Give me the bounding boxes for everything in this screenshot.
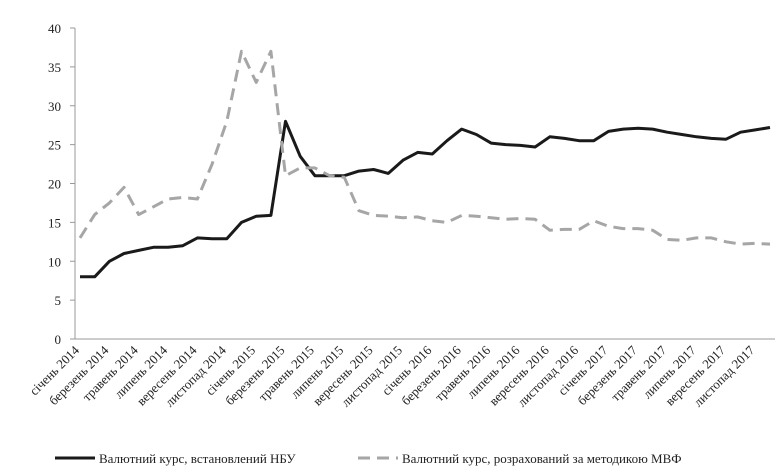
line <box>78 49 771 246</box>
y-tick-label: 5 <box>55 293 62 308</box>
y-tick-label: 40 <box>48 21 61 36</box>
legend-label: Валютний курс, розрахований за методикою… <box>402 451 682 466</box>
line <box>80 119 771 279</box>
legend-label: Валютний курс, встановлений НБУ <box>99 451 296 466</box>
y-tick-label: 0 <box>55 332 62 347</box>
y-tick-label: 30 <box>48 99 61 114</box>
y-tick-label: 35 <box>48 60 61 75</box>
y-tick-label: 25 <box>48 138 61 153</box>
y-tick-label: 20 <box>48 177 61 192</box>
y-tick-label: 10 <box>48 254 61 269</box>
y-tick-label: 15 <box>48 215 61 230</box>
